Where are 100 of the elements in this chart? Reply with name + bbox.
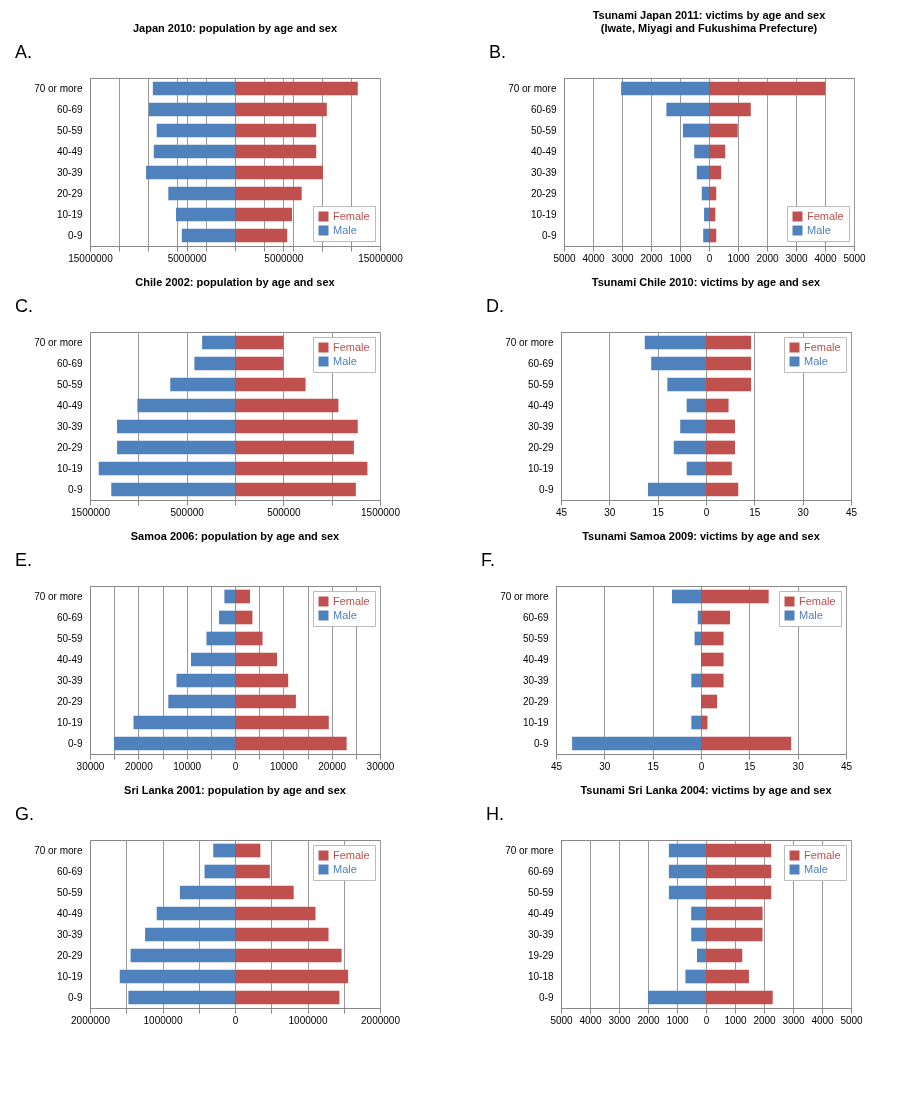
bar	[133, 715, 235, 730]
bar	[709, 123, 738, 138]
bar	[706, 398, 729, 413]
x-tick-label: 20000	[124, 760, 154, 772]
bar	[648, 990, 706, 1005]
y-tick-label: 30-39	[527, 928, 554, 940]
bar	[709, 144, 726, 159]
bar	[179, 885, 235, 900]
legend-label: Male	[333, 223, 357, 236]
bar	[128, 990, 235, 1005]
y-tick-label: 50-59	[56, 124, 83, 136]
bar	[706, 356, 752, 371]
bar	[191, 652, 235, 667]
bar	[704, 207, 709, 222]
bar	[235, 356, 284, 371]
x-tick-label: 5000000	[264, 252, 304, 264]
bar	[235, 990, 340, 1005]
bar	[153, 144, 235, 159]
y-tick-label: 0-9	[68, 229, 83, 241]
y-tick-label: 60-69	[527, 865, 554, 877]
x-tick-label: 1000	[724, 1014, 748, 1026]
bar	[644, 335, 706, 350]
x-tick-label: 5000	[550, 1014, 574, 1026]
legend-label: Female	[807, 209, 844, 222]
bar	[706, 461, 732, 476]
bar	[235, 398, 339, 413]
bar	[235, 631, 263, 646]
bar	[181, 228, 235, 243]
bar	[117, 440, 235, 455]
bar	[706, 885, 772, 900]
bar	[696, 165, 709, 180]
bar	[235, 207, 293, 222]
x-tick-label: 3000	[782, 1014, 806, 1026]
y-tick-label: 50-59	[530, 124, 557, 136]
bar	[235, 461, 368, 476]
bar	[235, 652, 278, 667]
x-tick-label: 0	[703, 1014, 710, 1026]
bar	[235, 589, 250, 604]
x-tick-label: 30000	[366, 760, 395, 772]
x-tick-label: 20000	[318, 760, 347, 772]
x-tick-label: 1500000	[361, 506, 401, 518]
x-tick-label: 5000	[553, 252, 577, 264]
bar	[235, 694, 296, 709]
y-tick-label: 70 or more	[34, 82, 83, 94]
bar	[706, 482, 739, 497]
x-tick-label: 4000	[579, 1014, 603, 1026]
text: C.	[15, 296, 33, 316]
bar	[156, 123, 235, 138]
legend-label: Male	[804, 862, 828, 875]
bar	[706, 990, 773, 1005]
legend-label: Male	[799, 608, 823, 621]
y-tick-label: 10-18	[527, 970, 554, 982]
y-tick-label: 30-39	[530, 166, 557, 178]
bar	[709, 102, 751, 117]
text: Female	[333, 340, 370, 353]
y-tick-label: 70 or more	[34, 590, 83, 602]
bar	[701, 694, 718, 709]
bar	[156, 906, 235, 921]
x-tick-label: 500000	[170, 506, 205, 518]
y-tick-label: 60-69	[530, 103, 557, 115]
bar	[146, 165, 235, 180]
bar	[235, 335, 284, 350]
bar	[130, 948, 235, 963]
bar	[194, 356, 235, 371]
y-tick-label: 70 or more	[505, 336, 554, 348]
bar	[572, 736, 701, 751]
bar	[235, 610, 253, 625]
bar	[235, 843, 261, 858]
y-tick-label: 10-19	[56, 462, 83, 474]
bar	[148, 102, 235, 117]
chart-title: Japan 2010: population by age and sex	[132, 22, 338, 34]
bar	[686, 398, 706, 413]
x-tick-label: 2000	[640, 252, 664, 264]
bar	[668, 864, 706, 879]
bar	[235, 927, 329, 942]
x-tick-label: 45	[845, 506, 858, 518]
x-tick-label: 0	[706, 252, 713, 264]
bar	[694, 144, 709, 159]
y-tick-label: 60-69	[56, 357, 83, 369]
legend-label: Female	[804, 848, 841, 861]
bar	[706, 969, 749, 984]
x-tick-label: 4000	[811, 1014, 835, 1026]
bar	[706, 335, 752, 350]
x-tick-label: 1000000	[143, 1014, 183, 1026]
x-tick-label: 5000	[843, 252, 867, 264]
bar	[667, 377, 706, 392]
x-tick-label: 2000	[637, 1014, 661, 1026]
x-tick-label: 45	[840, 760, 853, 772]
bar	[706, 419, 735, 434]
y-tick-label: 19-29	[527, 949, 554, 961]
x-tick-label: 15000000	[68, 252, 114, 264]
bar	[668, 843, 706, 858]
bar	[668, 885, 706, 900]
bar	[648, 482, 706, 497]
bar	[709, 81, 826, 96]
bar	[235, 885, 294, 900]
y-tick-label: 30-39	[56, 674, 83, 686]
bar	[235, 864, 270, 879]
bar	[680, 419, 706, 434]
text: F.	[481, 550, 496, 570]
